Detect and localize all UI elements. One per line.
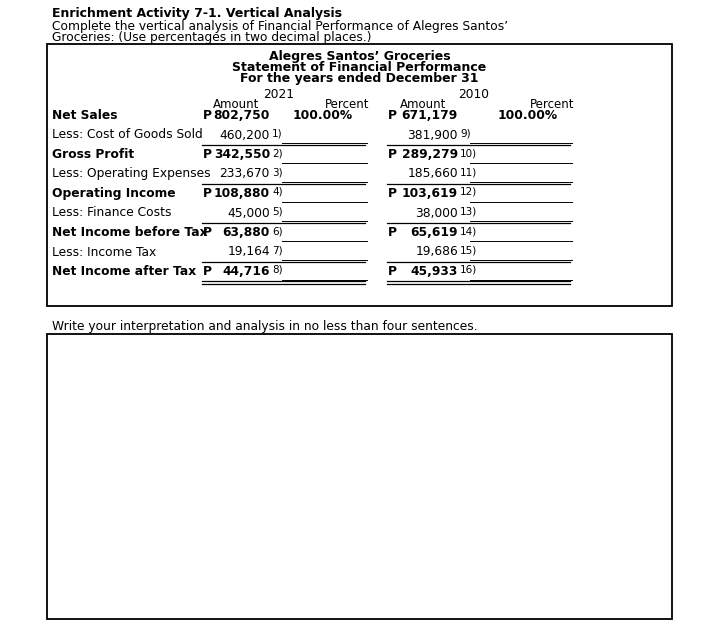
Text: 2): 2) [272, 148, 283, 158]
Text: P: P [388, 226, 397, 239]
Text: 1): 1) [272, 129, 283, 138]
Text: 44,716: 44,716 [222, 265, 270, 278]
Text: Percent: Percent [325, 98, 369, 111]
Text: Complete the vertical analysis of Financial Performance of Alegres Santos’: Complete the vertical analysis of Financ… [52, 20, 508, 33]
Text: P: P [203, 265, 212, 278]
Text: For the years ended December 31: For the years ended December 31 [240, 72, 479, 85]
Text: 12): 12) [460, 187, 477, 197]
Text: Amount: Amount [400, 98, 446, 111]
Text: 14): 14) [460, 226, 477, 236]
Text: Operating Income: Operating Income [52, 187, 176, 200]
Text: 13): 13) [460, 206, 477, 216]
Text: Net Income after Tax: Net Income after Tax [52, 265, 196, 278]
Text: 7): 7) [272, 245, 283, 256]
Text: 4): 4) [272, 187, 283, 197]
Text: 38,000: 38,000 [415, 206, 458, 220]
Text: P: P [203, 109, 212, 122]
Text: P: P [388, 109, 397, 122]
Text: 9): 9) [460, 129, 471, 138]
Text: 15): 15) [460, 245, 477, 256]
Text: Gross Profit: Gross Profit [52, 148, 134, 161]
Bar [47, 334, 672, 619]
Text: 342,550: 342,550 [214, 148, 270, 161]
Text: 45,000: 45,000 [228, 206, 270, 220]
Text: Amount: Amount [213, 98, 260, 111]
Text: 185,660: 185,660 [408, 167, 458, 180]
Text: 63,880: 63,880 [222, 226, 270, 239]
Text: P: P [203, 226, 212, 239]
Text: P: P [203, 148, 212, 161]
Text: Percent: Percent [530, 98, 575, 111]
Text: 8): 8) [272, 265, 283, 275]
Text: 381,900: 381,900 [408, 129, 458, 141]
Text: Net Income before Tax: Net Income before Tax [52, 226, 207, 239]
Text: Statement of Financial Performance: Statement of Financial Performance [233, 61, 487, 74]
Text: 289,279: 289,279 [402, 148, 458, 161]
Text: 233,670: 233,670 [220, 167, 270, 180]
Text: Enrichment Activity 7-1. Vertical Analysis: Enrichment Activity 7-1. Vertical Analys… [52, 7, 342, 20]
Text: 2010: 2010 [459, 88, 490, 101]
Text: 19,686: 19,686 [415, 245, 458, 259]
Text: 460,200: 460,200 [220, 129, 270, 141]
Bar [47, 44, 672, 306]
Text: Less: Income Tax: Less: Income Tax [52, 245, 156, 259]
Text: 100.00%: 100.00% [293, 109, 353, 122]
Text: P: P [388, 187, 397, 200]
Text: 3): 3) [272, 167, 283, 177]
Text: 16): 16) [460, 265, 477, 275]
Text: 108,880: 108,880 [214, 187, 270, 200]
Text: 671,179: 671,179 [402, 109, 458, 122]
Text: 2021: 2021 [264, 88, 294, 101]
Text: P: P [388, 148, 397, 161]
Text: 5): 5) [272, 206, 283, 216]
Text: Write your interpretation and analysis in no less than four sentences.: Write your interpretation and analysis i… [52, 320, 477, 333]
Text: Net Sales: Net Sales [52, 109, 117, 122]
Text: 10): 10) [460, 148, 477, 158]
Text: 19,164: 19,164 [228, 245, 270, 259]
Text: P: P [388, 265, 397, 278]
Text: Less: Finance Costs: Less: Finance Costs [52, 206, 171, 220]
Text: 103,619: 103,619 [402, 187, 458, 200]
Text: Alegres Santos’ Groceries: Alegres Santos’ Groceries [269, 50, 450, 63]
Text: 65,619: 65,619 [410, 226, 458, 239]
Text: Less: Operating Expenses: Less: Operating Expenses [52, 167, 211, 180]
Text: Less: Cost of Goods Sold: Less: Cost of Goods Sold [52, 129, 203, 141]
Text: 45,933: 45,933 [410, 265, 458, 278]
Text: 802,750: 802,750 [214, 109, 270, 122]
Text: P: P [203, 187, 212, 200]
Text: Groceries: (Use percentages in two decimal places.): Groceries: (Use percentages in two decim… [52, 31, 372, 44]
Text: 11): 11) [460, 167, 477, 177]
Text: 100.00%: 100.00% [498, 109, 558, 122]
Text: 6): 6) [272, 226, 283, 236]
